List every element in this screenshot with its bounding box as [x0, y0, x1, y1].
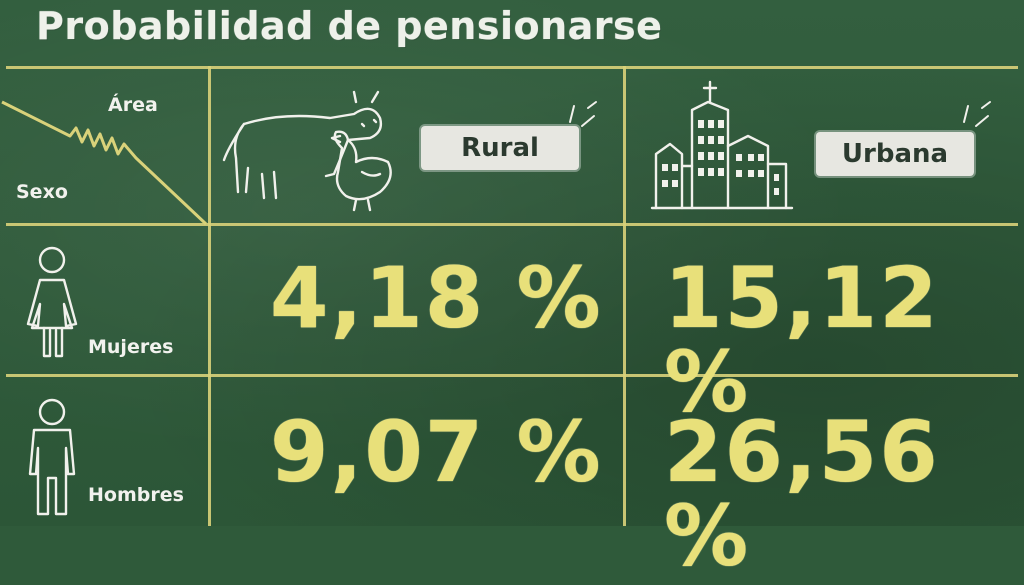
row-label-hombres: Hombres: [88, 484, 184, 506]
woman-icon: [26, 246, 78, 358]
grid-line-left: [208, 66, 211, 526]
page-title: Probabilidad de pensionarse: [36, 4, 663, 48]
column-header-urbana: Urbana: [816, 132, 974, 176]
corner-diagonal: [1, 100, 208, 226]
grid-line-top: [6, 66, 1018, 69]
value-mujeres-urbana: 15,12 %: [664, 249, 940, 431]
city-buildings-icon: [650, 80, 794, 210]
column-header-rural: Rural: [421, 126, 579, 170]
chalk-sparkle-rural: [569, 101, 597, 127]
grid-line-middle: [6, 374, 1018, 377]
chalk-sparkle-urbana: [963, 101, 991, 127]
area-header-label: Área: [108, 94, 158, 116]
value-hombres-urbana: 26,56 %: [664, 403, 940, 585]
man-icon: [28, 398, 76, 516]
cow-and-hen-icon: [222, 90, 392, 212]
sexo-header-label: Sexo: [16, 181, 68, 203]
chalkboard: [0, 0, 1024, 526]
value-hombres-rural: 9,07 %: [270, 403, 603, 501]
grid-line-center: [623, 66, 626, 526]
value-mujeres-rural: 4,18 %: [270, 249, 603, 347]
grid-line-header: [6, 223, 1018, 226]
row-label-mujeres: Mujeres: [88, 336, 174, 358]
